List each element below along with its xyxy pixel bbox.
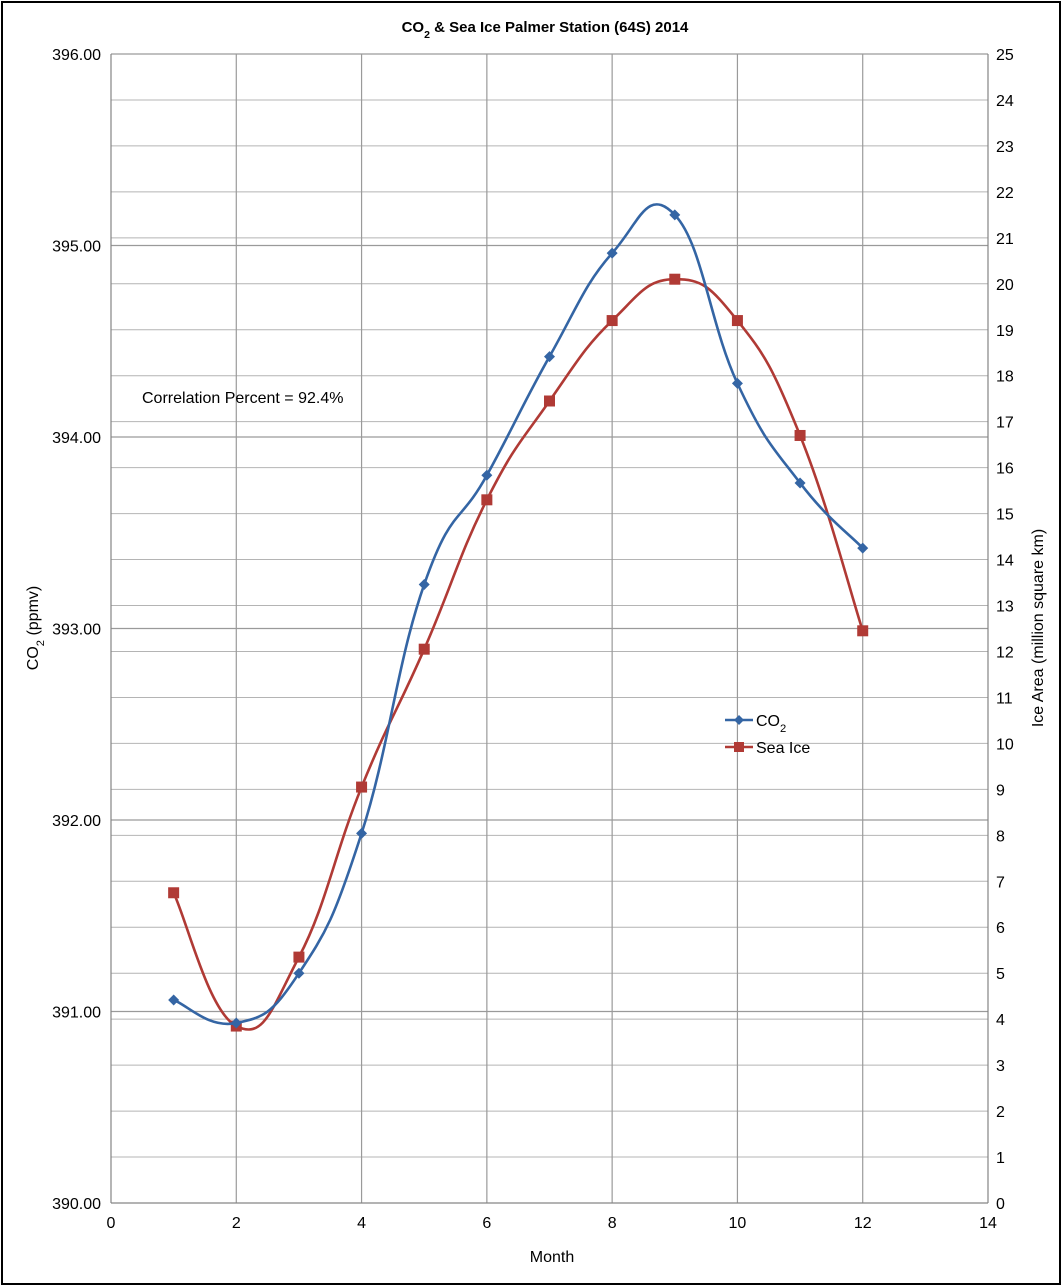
series-line <box>172 277 864 1031</box>
legend-item: Sea Ice <box>725 740 810 757</box>
y2-tick-label: 9 <box>996 782 1005 799</box>
data-point <box>731 315 743 327</box>
x-tick-label: 6 <box>482 1215 491 1232</box>
data-point <box>731 377 743 389</box>
y2-tick-label: 24 <box>996 93 1014 110</box>
data-point <box>794 477 806 489</box>
tick-labels: 0 2 4 6 8 10 12 14390.00391.00392.00393.00394.0… <box>52 47 1014 1232</box>
y2-tick-label: 8 <box>996 828 1005 845</box>
y2-tick-label: 14 <box>996 553 1014 570</box>
y2-tick-label: 6 <box>996 920 1005 937</box>
data-point <box>606 315 618 327</box>
data-point <box>168 887 180 899</box>
y-tick-label: 396.00 <box>52 47 101 64</box>
series-layer <box>168 203 869 1032</box>
y-tick-label: 394.00 <box>52 430 101 447</box>
y2-tick-label: 22 <box>996 185 1014 202</box>
axes <box>110 54 989 1204</box>
y2-tick-label: 10 <box>996 736 1014 753</box>
data-point <box>230 1017 242 1029</box>
y2-tick-label: 3 <box>996 1058 1005 1075</box>
y2-tick-label: 21 <box>996 231 1014 248</box>
data-point <box>293 951 305 963</box>
data-point <box>356 781 368 793</box>
data-point <box>857 625 869 637</box>
x-tick-label: 2 <box>232 1215 241 1232</box>
y-axis-title: CO2 (ppmv) <box>25 586 47 670</box>
y2-tick-label: 1 <box>996 1150 1005 1167</box>
y2-tick-label: 12 <box>996 644 1014 661</box>
data-point <box>544 351 555 363</box>
y2-tick-label: 0 <box>996 1196 1005 1213</box>
y2-tick-label: 7 <box>996 874 1005 891</box>
data-point <box>418 643 430 655</box>
y-tick-label: 393.00 <box>52 622 101 639</box>
legend-marker <box>734 715 744 725</box>
y2-tick-label: 5 <box>996 966 1005 983</box>
legend-item: CO2 <box>725 713 786 735</box>
y2-tick-label: 13 <box>996 599 1014 616</box>
data-point <box>606 247 618 259</box>
y2-tick-label: 18 <box>996 369 1014 386</box>
y2-tick-label: 23 <box>996 139 1014 156</box>
x-axis-title: Month <box>530 1249 574 1266</box>
series-sea-ice <box>168 273 869 1032</box>
y2-tick-label: 11 <box>996 690 1013 707</box>
y2-tick-label: 16 <box>996 461 1014 478</box>
data-point <box>418 578 430 590</box>
y2-tick-label: 15 <box>996 507 1014 524</box>
x-tick-label: 12 <box>854 1215 872 1232</box>
legend-label: Sea Ice <box>756 740 810 757</box>
data-point <box>544 395 555 407</box>
y2-tick-label: 17 <box>996 415 1014 432</box>
y2-tick-label: 4 <box>996 1012 1005 1029</box>
x-tick-label: 10 <box>729 1215 747 1232</box>
data-point <box>857 542 869 554</box>
data-point <box>794 429 806 441</box>
y-tick-label: 390.00 <box>52 1196 101 1213</box>
x-tick-label: 14 <box>979 1215 997 1232</box>
legend-marker <box>734 742 744 752</box>
y-tick-label: 395.00 <box>52 239 101 256</box>
data-point <box>481 469 493 481</box>
x-tick-label: 0 <box>107 1215 116 1232</box>
data-point <box>356 827 368 839</box>
data-point <box>481 494 493 506</box>
data-point <box>293 967 305 979</box>
y2-tick-label: 25 <box>996 47 1014 64</box>
legend: CO2 Sea Ice <box>725 713 810 757</box>
data-point <box>168 994 180 1006</box>
y2-tick-label: 19 <box>996 323 1014 340</box>
series-co2 <box>168 203 869 1029</box>
y2-tick-label: 2 <box>996 1104 1005 1121</box>
x-tick-label: 8 <box>608 1215 617 1232</box>
correlation-annotation: Correlation Percent = 92.4% <box>142 390 343 407</box>
y-tick-label: 391.00 <box>52 1005 101 1022</box>
y2-tick-label: 20 <box>996 277 1014 294</box>
legend-label: CO2 <box>756 713 786 735</box>
x-tick-label: 4 <box>357 1215 366 1232</box>
y2-axis-title: Ice Area (million square km) <box>1030 529 1047 727</box>
chart-title: CO2 & Sea Ice Palmer Station (64S) 2014 <box>402 19 689 41</box>
data-point <box>669 273 681 285</box>
data-point <box>669 209 681 221</box>
y-tick-label: 392.00 <box>52 813 101 830</box>
